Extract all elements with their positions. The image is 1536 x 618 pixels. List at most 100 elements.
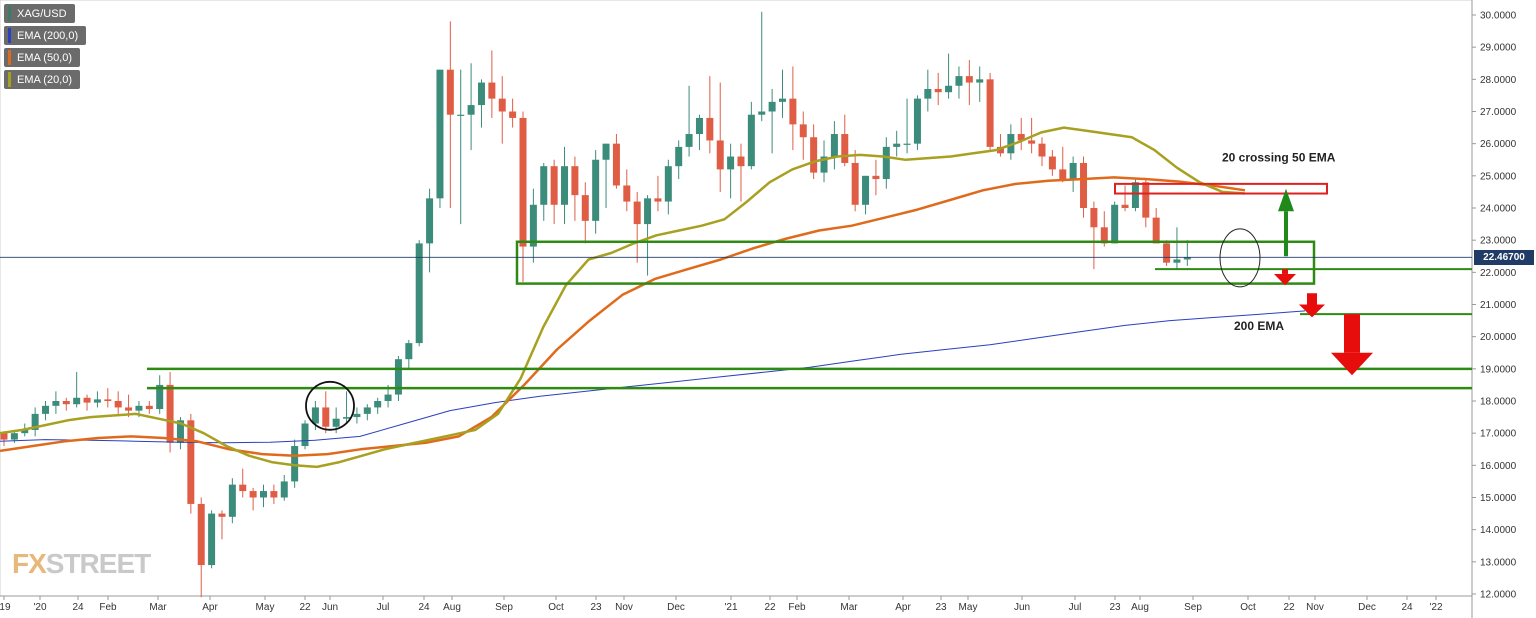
candle xyxy=(228,478,236,524)
candle xyxy=(208,510,216,569)
candle xyxy=(104,388,112,408)
candle xyxy=(1048,150,1056,176)
candle-body xyxy=(602,143,610,160)
candle-body xyxy=(374,401,382,408)
y-tick-label: 27.0000 xyxy=(1480,107,1517,118)
candle-body xyxy=(426,198,434,244)
x-tick-label: '21 xyxy=(724,602,737,613)
x-tick-label: Mar xyxy=(149,602,167,613)
x-tick-label: '22 xyxy=(1429,602,1442,613)
x-tick-label: 24 xyxy=(1401,602,1413,613)
candle-body xyxy=(1017,134,1025,141)
legend-label-xagusd: XAG/USD xyxy=(17,7,67,20)
candle-body xyxy=(633,201,641,225)
candle xyxy=(592,150,600,234)
x-tick-label: Jun xyxy=(1014,602,1030,613)
candle xyxy=(114,391,122,414)
candle xyxy=(52,391,60,414)
candle xyxy=(706,76,714,154)
y-tick-label: 14.0000 xyxy=(1480,525,1517,536)
candle-body xyxy=(10,433,18,440)
y-tick-label: 24.0000 xyxy=(1480,204,1517,215)
ema200-line xyxy=(0,310,1306,444)
candle-body xyxy=(467,105,475,115)
x-tick-label: Feb xyxy=(788,602,806,613)
legend-swatch-ema200 xyxy=(8,28,11,43)
candle xyxy=(965,60,973,106)
candle xyxy=(73,372,81,408)
candle-body xyxy=(955,76,963,86)
candle-body xyxy=(913,98,921,144)
legend-item-ema50[interactable]: EMA (50,0) xyxy=(4,48,81,67)
candle-body xyxy=(208,513,216,566)
candle-body xyxy=(446,69,454,115)
candle-body xyxy=(353,413,361,418)
candle xyxy=(197,497,205,598)
candle xyxy=(654,175,662,212)
candle xyxy=(934,72,942,106)
candle xyxy=(270,484,278,504)
candle-body xyxy=(706,117,714,141)
candle xyxy=(343,391,351,424)
candle xyxy=(664,159,672,215)
candle xyxy=(747,101,755,170)
candle xyxy=(872,159,880,196)
candle-body xyxy=(270,491,278,498)
candle xyxy=(716,82,724,192)
legend-item-xagusd[interactable]: XAG/USD xyxy=(4,4,75,23)
candle-body xyxy=(872,175,880,180)
x-tick-label: Aug xyxy=(443,602,461,613)
candle xyxy=(561,146,569,225)
candle-body xyxy=(62,401,70,405)
red-arrow-small-head xyxy=(1274,273,1296,286)
candle xyxy=(0,431,8,447)
candle-body xyxy=(42,405,50,414)
candle-body xyxy=(291,446,299,482)
x-tick-label: 22 xyxy=(1283,602,1295,613)
candle xyxy=(529,188,537,263)
candle xyxy=(374,397,382,414)
red-arrow-large-shaft xyxy=(1344,314,1360,353)
green-arrow-shaft xyxy=(1284,211,1288,257)
candle xyxy=(1142,179,1150,228)
candle-body xyxy=(405,343,413,360)
legend-item-ema20[interactable]: EMA (20,0) xyxy=(4,70,81,89)
x-tick-label: Nov xyxy=(615,602,633,613)
candle-body xyxy=(509,111,517,118)
candle-body xyxy=(664,166,672,202)
candle-body xyxy=(311,407,319,424)
candle xyxy=(488,50,496,118)
fxstreet-watermark: FXSTREET xyxy=(12,548,151,580)
candle xyxy=(363,404,371,421)
y-tick-label: 20.0000 xyxy=(1480,332,1517,343)
candle-body xyxy=(1048,156,1056,170)
candle xyxy=(1059,146,1067,183)
candle-body xyxy=(1059,169,1067,180)
candle-body xyxy=(644,198,652,225)
x-tick-label: 22 xyxy=(764,602,776,613)
candle xyxy=(799,111,807,160)
highlight-circle-jun xyxy=(305,380,355,431)
candle-body xyxy=(893,143,901,147)
candle-body xyxy=(228,484,236,517)
y-tick-label: 17.0000 xyxy=(1480,429,1517,440)
candle-body xyxy=(789,98,797,125)
candle-body xyxy=(436,69,444,199)
candle xyxy=(810,124,818,180)
candle xyxy=(353,407,361,424)
candle-body xyxy=(695,117,703,135)
x-tick-label: '20 xyxy=(33,602,46,613)
y-tick-label: 29.0000 xyxy=(1480,43,1517,54)
candle-body xyxy=(737,156,745,167)
candle-body xyxy=(1028,140,1036,144)
candle xyxy=(291,439,299,488)
candle xyxy=(841,114,849,167)
candle-body xyxy=(1069,162,1077,180)
x-tick-label: 23 xyxy=(590,602,602,613)
legend-item-ema200[interactable]: EMA (200,0) xyxy=(4,26,87,45)
y-tick-label: 30.0000 xyxy=(1480,11,1517,22)
candle-body xyxy=(996,146,1004,154)
candle xyxy=(1183,240,1191,266)
